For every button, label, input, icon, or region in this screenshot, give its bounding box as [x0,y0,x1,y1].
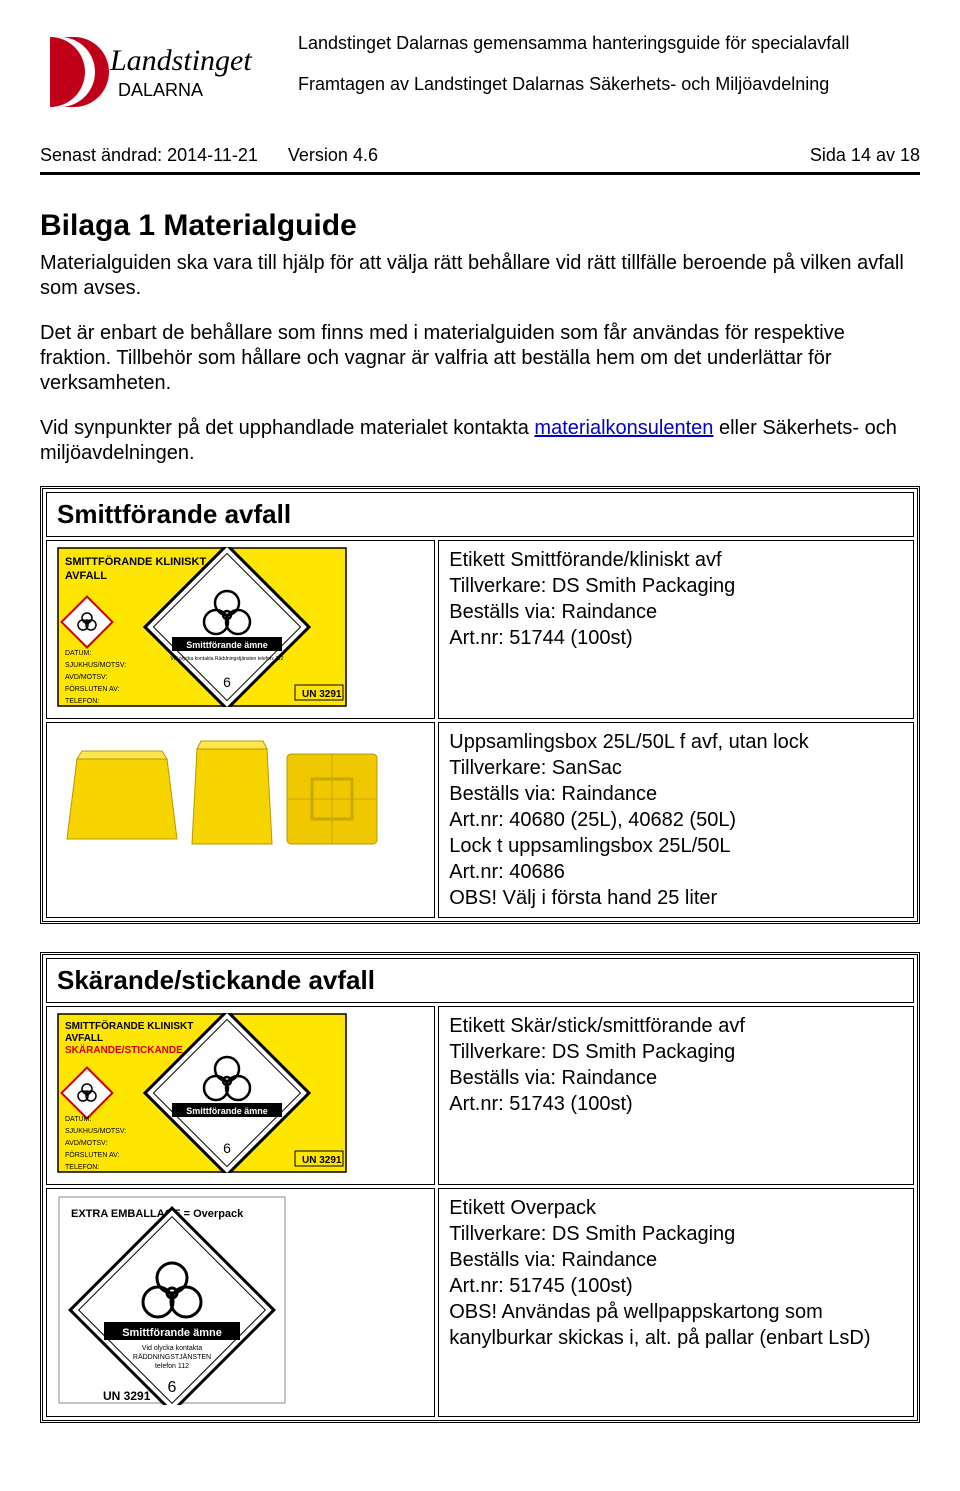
svg-text:Vid olycka kontakta: Vid olycka kontakta [142,1345,202,1352]
table1-row1-desc: Etikett Smittförande/kliniskt avf Tillve… [438,540,914,719]
desc-line: Beställs via: Raindance [449,1065,903,1091]
table-row: SMITTFÖRANDE KLINISKT AVFALL [46,540,914,719]
desc-line: Beställs via: Raindance [449,599,903,625]
svg-text:6: 6 [168,1379,177,1396]
svg-text:Smittförande ämne: Smittförande ämne [186,1106,268,1116]
table1-row2-desc: Uppsamlingsbox 25L/50L f avf, utan lock … [438,722,914,918]
materialkonsulent-link[interactable]: materialkonsulenten [534,417,713,439]
desc-line: Art.nr: 51743 (100st) [449,1091,903,1117]
svg-text:AVD/MOTSV:: AVD/MOTSV: [65,674,107,681]
p3-prefix: Vid synpunkter på det upphandlade materi… [40,417,534,439]
svg-text:FÖRSLUTEN AV:: FÖRSLUTEN AV: [65,685,120,693]
desc-line: Uppsamlingsbox 25L/50L f avf, utan lock [449,729,903,755]
paragraph-3: Vid synpunkter på det upphandlade materi… [40,416,920,466]
page-number: Sida 14 av 18 [810,145,920,166]
svg-text:DATUM:: DATUM: [65,1116,91,1123]
desc-line: Tillverkare: DS Smith Packaging [449,1221,903,1247]
logo-sub-text: DALARNA [118,80,203,100]
table-smittforande: Smittförande avfall SMITTFÖRANDE KLINISK… [40,486,920,924]
svg-text:TELEFON:: TELEFON: [65,698,99,705]
svg-text:SJUKHUS/MOTSV:: SJUKHUS/MOTSV: [65,1128,126,1135]
logo: Landstinget DALARNA [40,32,280,117]
svg-text:SMITTFÖRANDE KLINISKT: SMITTFÖRANDE KLINISKT [65,555,206,568]
svg-text:TELEFON:: TELEFON: [65,1164,99,1171]
paragraph-1: Materialguiden ska vara till hjälp för a… [40,251,920,301]
paragraph-2: Det är enbart de behållare som finns med… [40,321,920,396]
desc-line-obs: OBS! Välj i första hand 25 liter [449,885,903,911]
meta-row: Senast ändrad: 2014-11-21 Version 4.6 Si… [40,145,920,175]
overpack-label-icon: EXTRA EMBALLAGE = Overpack Smittförande … [57,1195,287,1405]
table2-row2-image: EXTRA EMBALLAGE = Overpack Smittförande … [46,1188,435,1417]
svg-text:Smittförande ämne: Smittförande ämne [122,1327,222,1339]
svg-text:FÖRSLUTEN AV:: FÖRSLUTEN AV: [65,1151,120,1159]
table2-row1-image: SMITTFÖRANDE KLINISKT AVFALL SKÄRANDE/ST… [46,1006,435,1185]
desc-line-obs: OBS! Användas på wellpappskartong som ka… [449,1299,903,1351]
svg-text:EXTRA EMBALLAGE = Overpack: EXTRA EMBALLAGE = Overpack [71,1208,244,1220]
document-header: Landstinget DALARNA Landstinget Dalarnas… [40,32,920,117]
table1-row1-image: SMITTFÖRANDE KLINISKT AVFALL [46,540,435,719]
table-row: EXTRA EMBALLAGE = Overpack Smittförande … [46,1188,914,1417]
desc-line: Art.nr: 40680 (25L), 40682 (50L) [449,807,903,833]
desc-line: Tillverkare: DS Smith Packaging [449,573,903,599]
svg-text:AVFALL: AVFALL [65,570,107,582]
svg-text:UN 3291: UN 3291 [103,1389,151,1403]
svg-text:6: 6 [223,674,231,690]
desc-line: Art.nr: 51745 (100st) [449,1273,903,1299]
svg-text:Smittförande ämne: Smittförande ämne [186,640,268,650]
changed-label: Senast ändrad: [40,145,162,165]
svg-text:UN 3291: UN 3291 [302,1155,342,1166]
desc-line: Beställs via: Raindance [449,1247,903,1273]
version-label: Version [288,145,348,165]
biohazard-sharps-label-icon: SMITTFÖRANDE KLINISKT AVFALL SKÄRANDE/ST… [57,1013,347,1173]
desc-line: Tillverkare: DS Smith Packaging [449,1039,903,1065]
desc-line: Art.nr: 51744 (100st) [449,625,903,651]
table2-title: Skärande/stickande avfall [46,958,914,1003]
table1-title: Smittförande avfall [46,492,914,537]
svg-text:UN 3291: UN 3291 [302,689,342,700]
header-text-block: Landstinget Dalarnas gemensamma hanterin… [298,32,849,97]
table-row: SMITTFÖRANDE KLINISKT AVFALL SKÄRANDE/ST… [46,1006,914,1185]
svg-text:telefon 112: telefon 112 [155,1363,189,1370]
desc-line: Lock t uppsamlingsbox 25L/50L [449,833,903,859]
desc-line: Etikett Smittförande/kliniskt avf [449,547,903,573]
desc-line: Art.nr: 40686 [449,859,903,885]
table1-row2-image [46,722,435,918]
desc-line: Beställs via: Raindance [449,781,903,807]
page-heading: Bilaga 1 Materialguide [40,209,920,243]
meta-left: Senast ändrad: 2014-11-21 Version 4.6 [40,145,378,166]
svg-text:SJUKHUS/MOTSV:: SJUKHUS/MOTSV: [65,662,126,669]
desc-line: Etikett Overpack [449,1195,903,1221]
desc-line: Etikett Skär/stick/smittförande avf [449,1013,903,1039]
table-skarande: Skärande/stickande avfall SMITTFÖRANDE K… [40,952,920,1423]
header-title: Landstinget Dalarnas gemensamma hanterin… [298,32,849,55]
logo-main-text: Landstinget [109,44,252,77]
changed-date: 2014-11-21 [167,145,258,165]
svg-text:AVD/MOTSV:: AVD/MOTSV: [65,1140,107,1147]
desc-line: Tillverkare: SanSac [449,755,903,781]
svg-text:SMITTFÖRANDE KLINISKT: SMITTFÖRANDE KLINISKT [65,1019,193,1032]
header-subtitle: Framtagen av Landstinget Dalarnas Säkerh… [298,73,849,96]
svg-text:DATUM:: DATUM: [65,650,91,657]
table-row: Uppsamlingsbox 25L/50L f avf, utan lock … [46,722,914,918]
svg-text:RÄDDNINGSTJÄNSTEN: RÄDDNINGSTJÄNSTEN [133,1353,211,1361]
svg-text:SKÄRANDE/STICKANDE: SKÄRANDE/STICKANDE [65,1043,183,1056]
svg-text:Vid olycka kontakta Räddningst: Vid olycka kontakta Räddningstjänsten te… [171,656,284,662]
yellow-box-icon [57,729,387,869]
biohazard-label-icon: SMITTFÖRANDE KLINISKT AVFALL [57,547,347,707]
table2-row2-desc: Etikett Overpack Tillverkare: DS Smith P… [438,1188,914,1417]
svg-text:AVFALL: AVFALL [65,1033,103,1044]
svg-text:6: 6 [223,1140,231,1156]
table2-row1-desc: Etikett Skär/stick/smittförande avf Till… [438,1006,914,1185]
version-value: 4.6 [353,145,378,165]
